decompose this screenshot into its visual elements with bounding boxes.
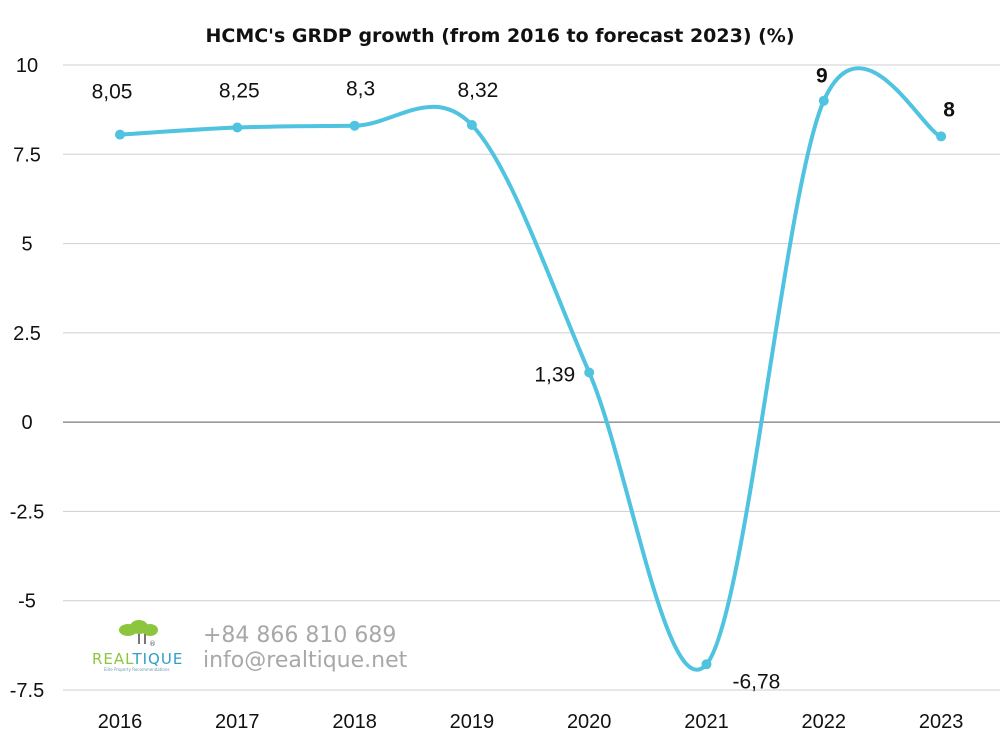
svg-text:®: ® <box>149 640 156 648</box>
logo-tagline: Elite Property Recommendations <box>104 667 169 672</box>
data-label: 8,3 <box>346 78 375 101</box>
series-line <box>118 66 944 672</box>
data-point <box>232 122 243 133</box>
contact-phone: +84 866 810 689 <box>203 623 396 648</box>
logo-wordmark: REALTIQUE <box>92 650 183 668</box>
y-tick-label: -7.5 <box>10 680 44 702</box>
y-tick-label: 10 <box>16 55 38 77</box>
data-point <box>115 129 125 140</box>
data-label: 8,25 <box>219 80 260 103</box>
data-label: 8,32 <box>457 79 498 102</box>
tree-icon: ® <box>119 620 158 648</box>
x-tick-label: 2018 <box>332 711 377 733</box>
y-axis-ticks: 10 7.5 5 2.5 0 -2.5 -5 -7.5 <box>10 55 44 702</box>
data-points <box>115 95 947 670</box>
realtique-branding: ® REALTIQUE Elite Property Recommendatio… <box>92 620 408 673</box>
data-labels: 8,05 8,25 8,3 8,32 1,39 -6,78 9 8 <box>92 65 956 694</box>
data-label: 8,05 <box>92 81 133 104</box>
x-tick-label: 2021 <box>684 711 729 733</box>
y-tick-label: -2.5 <box>10 501 44 523</box>
x-tick-label: 2017 <box>215 711 260 733</box>
x-tick-label: 2023 <box>919 711 964 733</box>
data-label: 8 <box>943 98 955 121</box>
data-label: 1,39 <box>534 364 575 387</box>
x-axis-ticks: 2016 2017 2018 2019 2020 2021 2022 2023 <box>98 711 964 733</box>
y-tick-label: 7.5 <box>13 144 41 166</box>
y-tick-label: 2.5 <box>13 323 41 345</box>
x-tick-label: 2016 <box>98 711 143 733</box>
y-tick-label: 5 <box>21 234 32 256</box>
data-point <box>701 659 712 670</box>
data-point <box>349 120 360 131</box>
data-label: -6,78 <box>733 670 781 693</box>
y-tick-label: 0 <box>21 412 32 434</box>
contact-email: info@realtique.net <box>203 648 408 673</box>
y-tick-label: -5 <box>18 591 36 613</box>
data-point <box>584 367 595 378</box>
data-point <box>818 95 829 106</box>
data-label: 9 <box>816 65 828 88</box>
x-tick-label: 2020 <box>567 711 612 733</box>
series-growth <box>118 66 944 672</box>
x-tick-label: 2019 <box>450 711 495 733</box>
data-point <box>936 131 947 142</box>
chart-title: HCMC's GRDP growth (from 2016 to forecas… <box>205 25 794 47</box>
realtique-logo: ® REALTIQUE Elite Property Recommendatio… <box>92 620 183 672</box>
gridlines <box>63 64 1000 691</box>
data-point <box>466 120 477 130</box>
x-tick-label: 2022 <box>802 711 847 733</box>
